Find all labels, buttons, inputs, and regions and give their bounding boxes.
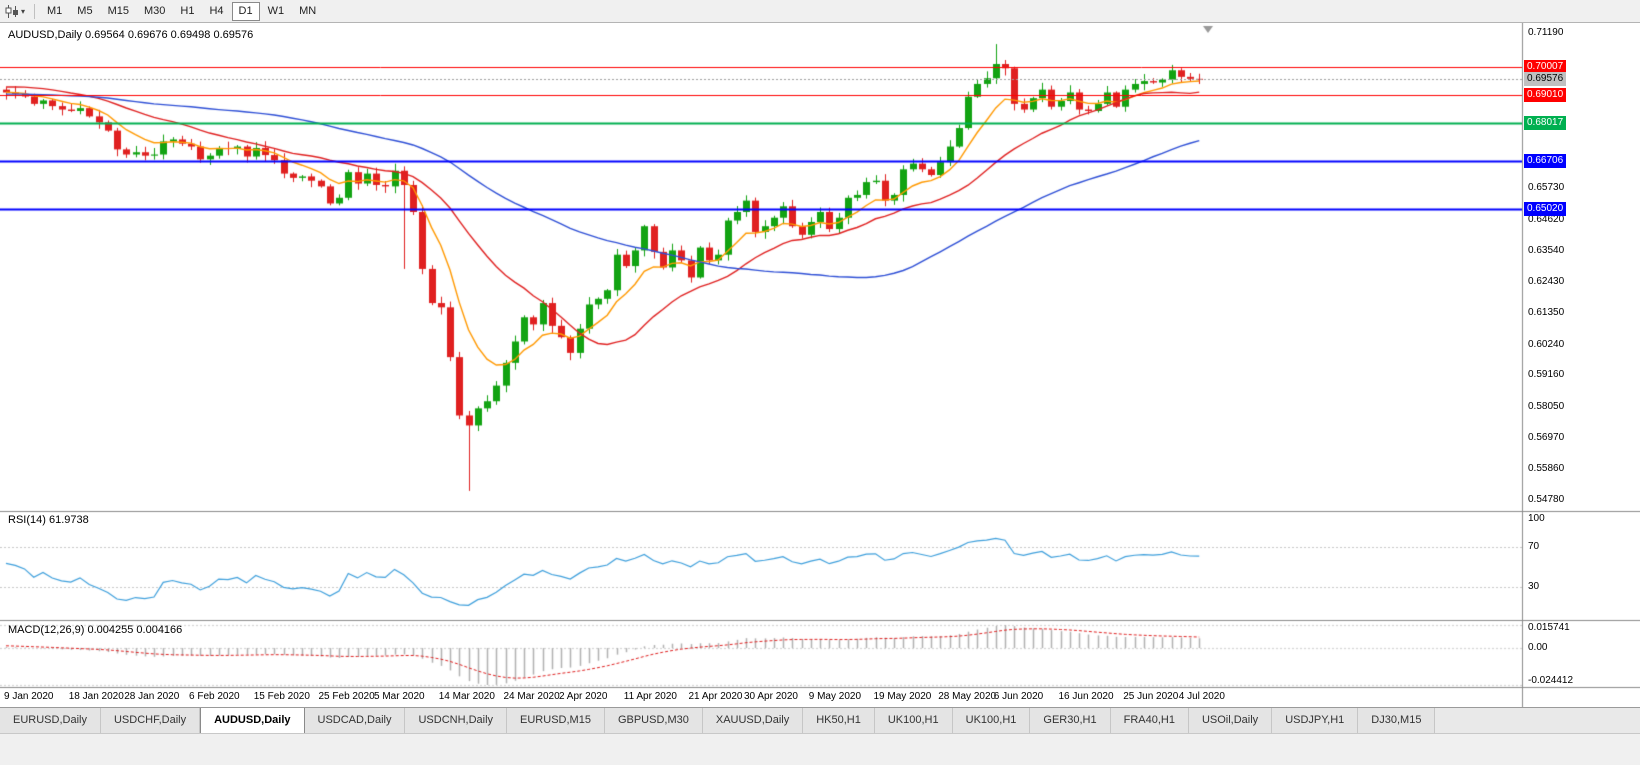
price-axis[interactable]: 0.71190 0.65730 0.64620 0.63540 0.62430 0.613… — [1523, 23, 1640, 687]
chart-tab-bar: EURUSD,Daily USDCHF,Daily AUDUSD,Daily USDC… — [0, 707, 1640, 733]
price-line-badge: 0.69010 — [1524, 88, 1567, 103]
price-line-badge: 0.68017 — [1524, 116, 1567, 131]
chart-tab[interactable]: USDCHF,Daily — [100, 708, 201, 733]
date-axis-label: 2 Apr 2020 — [559, 691, 608, 702]
current-price-badge: 0.69576 — [1524, 71, 1567, 86]
timeframe-toolbar: ▾ M1 M5 M15 M30 H1 H4 D1 W1 MN — [0, 0, 1640, 23]
chart-tab[interactable]: XAUUSD,Daily — [702, 708, 804, 733]
price-line-badge: 0.65020 — [1524, 201, 1567, 216]
chart-tab[interactable]: GER30,H1 — [1030, 708, 1111, 733]
timeframe-button-h4[interactable]: H4 — [202, 2, 230, 21]
rsi-axis-label: 100 — [1528, 513, 1545, 524]
date-axis-label: 15 Feb 2020 — [253, 691, 310, 702]
chart-tab[interactable]: GBPUSD,M30 — [604, 708, 703, 733]
timeframe-button-mn[interactable]: MN — [292, 2, 323, 21]
chart-tab[interactable]: EURUSD,Daily — [0, 708, 101, 733]
price-axis-label: 0.71190 — [1528, 27, 1564, 38]
macd-axis-label: 0.00 — [1528, 642, 1548, 654]
price-axis-label: 0.64620 — [1528, 213, 1565, 225]
chart-tab[interactable]: USDCAD,Daily — [304, 708, 406, 733]
date-axis-label: 6 Feb 2020 — [189, 691, 240, 702]
date-axis-label: 21 Apr 2020 — [688, 691, 743, 702]
price-axis-label: 0.63540 — [1528, 244, 1565, 256]
chart-tab[interactable]: USDJPY,H1 — [1272, 708, 1359, 733]
chart-tab[interactable]: HK50,H1 — [803, 708, 875, 733]
price-axis-label: 0.58050 — [1528, 400, 1565, 412]
chart-area: AUDUSD,Daily 0.69564 0.69676 0.69498 0.6… — [0, 23, 1640, 707]
date-axis-label: 14 Mar 2020 — [438, 691, 495, 702]
timeframe-button-m15[interactable]: M15 — [101, 2, 136, 21]
date-axis-label: 16 Jun 2020 — [1058, 691, 1114, 702]
status-bar — [0, 733, 1640, 765]
price-axis-label: 0.60240 — [1528, 338, 1565, 350]
chart-tab[interactable]: DJ30,M15 — [1358, 708, 1436, 733]
timeframe-button-d1[interactable]: D1 — [231, 1, 260, 21]
date-axis-label: 11 Apr 2020 — [623, 691, 677, 702]
chart-tab[interactable]: UK100,H1 — [874, 708, 953, 733]
chart-menu-caret-icon[interactable]: ▾ — [21, 6, 26, 16]
date-axis-label: 6 Jun 2020 — [993, 691, 1044, 702]
timeframe-button-m5[interactable]: M5 — [70, 2, 99, 21]
price-chart-canvas[interactable] — [0, 23, 1640, 707]
date-axis-label: 28 May 2020 — [938, 691, 997, 702]
price-axis-label: 0.59160 — [1528, 369, 1565, 381]
time-axis[interactable]: 9 Jan 2020 18 Jan 2020 28 Jan 2020 6 Feb 20… — [0, 687, 1522, 707]
date-axis-label: 18 Jan 2020 — [68, 691, 124, 702]
date-axis-label: 25 Jun 2020 — [1123, 691, 1179, 702]
chart-tab[interactable]: EURUSD,M15 — [507, 708, 605, 733]
price-axis-label: 0.55860 — [1528, 463, 1565, 475]
macd-indicator-label: MACD(12,26,9) 0.004255 0.004166 — [8, 624, 183, 636]
chart-tab[interactable]: AUDUSD,Daily — [200, 708, 305, 733]
price-axis-label: 0.61350 — [1528, 307, 1565, 319]
timeframe-button-w1[interactable]: W1 — [261, 2, 292, 21]
rsi-indicator-label: RSI(14) 61.9738 — [8, 514, 89, 526]
date-axis-label: 30 Apr 2020 — [744, 691, 798, 702]
date-axis-label: 4 Jul 2020 — [1178, 691, 1225, 702]
timeframe-buttons-group: M1 M5 M15 M30 H1 H4 D1 W1 MN — [40, 1, 323, 21]
date-axis-label: 28 Jan 2020 — [124, 691, 180, 702]
date-axis-label: 5 Mar 2020 — [374, 691, 425, 702]
rsi-axis-label: 30 — [1528, 581, 1540, 592]
chart-tab[interactable]: USOil,Daily — [1188, 708, 1273, 733]
price-axis-label: 0.56970 — [1528, 431, 1565, 443]
rsi-axis-label: 70 — [1528, 541, 1540, 552]
date-axis-label: 9 May 2020 — [808, 691, 862, 702]
price-line-badge: 0.66706 — [1524, 153, 1567, 168]
chart-title: AUDUSD,Daily 0.69564 0.69676 0.69498 0.6… — [8, 29, 254, 41]
chart-type-icon[interactable] — [5, 4, 20, 18]
chart-tab[interactable]: USDCNH,Daily — [405, 708, 508, 733]
macd-axis-label: -0.024412 — [1528, 675, 1574, 686]
macd-axis-label: 0.015741 — [1528, 622, 1570, 633]
date-axis-label: 19 May 2020 — [873, 691, 932, 702]
price-axis-label: 0.54780 — [1528, 494, 1565, 505]
price-axis-label: 0.62430 — [1528, 276, 1565, 288]
timeframe-button-m30[interactable]: M30 — [137, 2, 172, 21]
date-axis-label: 25 Feb 2020 — [318, 691, 375, 702]
timeframe-button-m1[interactable]: M1 — [40, 2, 69, 21]
date-axis-label: 24 Mar 2020 — [503, 691, 560, 702]
price-axis-label: 0.65730 — [1528, 182, 1565, 194]
chart-tab[interactable]: UK100,H1 — [952, 708, 1031, 733]
chart-tab[interactable]: FRA40,H1 — [1110, 708, 1189, 733]
timeframe-button-h1[interactable]: H1 — [173, 2, 201, 21]
price-line-badge: 0.70007 — [1524, 59, 1567, 74]
date-axis-label: 9 Jan 2020 — [4, 691, 54, 702]
toolbar-separator — [34, 3, 36, 19]
